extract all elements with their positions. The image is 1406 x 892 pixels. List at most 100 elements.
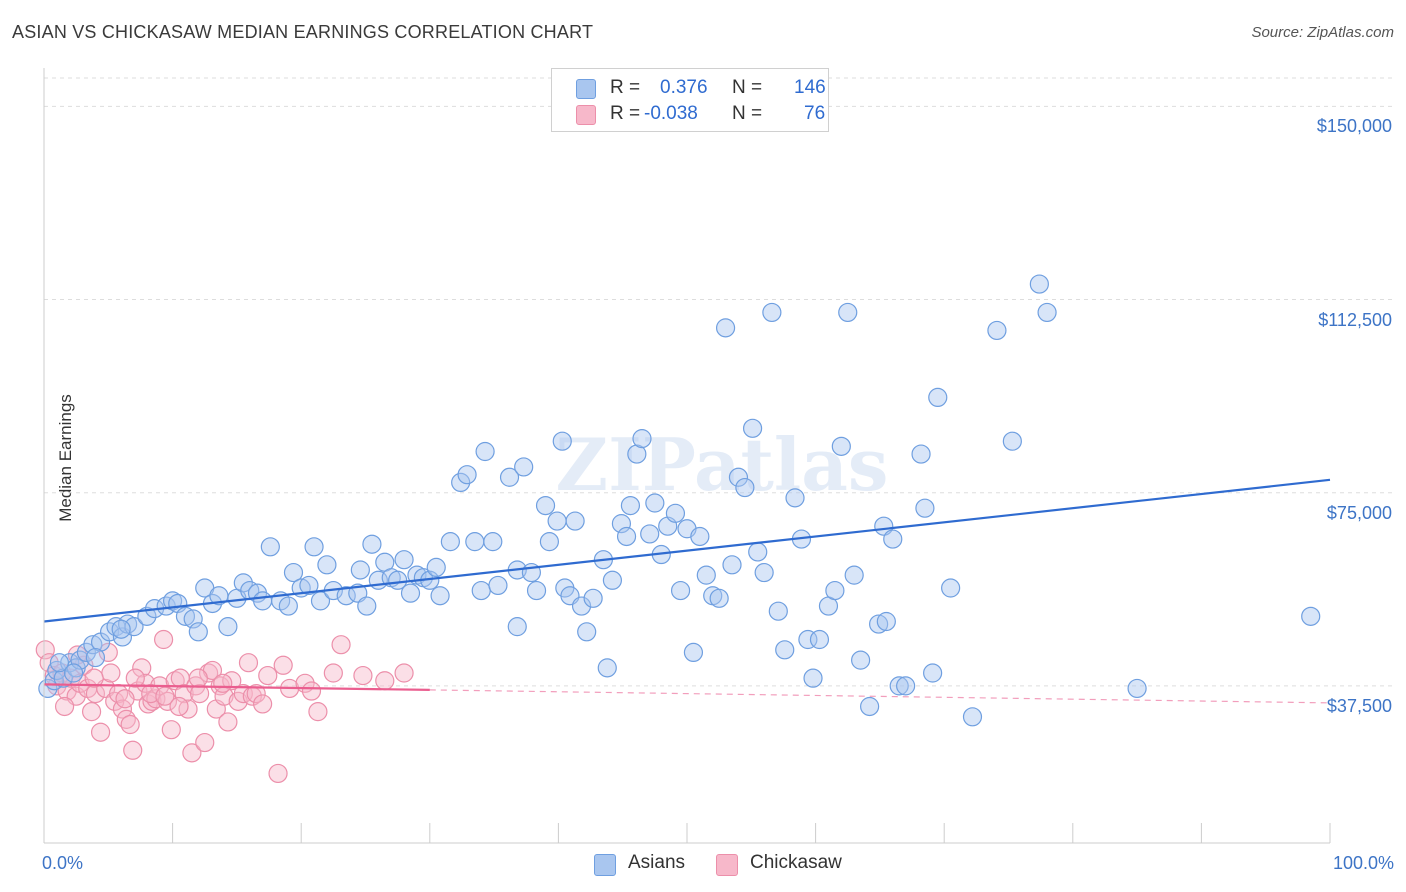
asian-swatch	[594, 854, 616, 876]
asian-point	[163, 591, 183, 611]
asian-point	[665, 503, 686, 523]
asian-point	[577, 622, 597, 642]
asian-swatch	[576, 79, 596, 99]
chart-title: ASIAN VS CHICKASAW MEDIAN EARNINGS CORRE…	[12, 22, 594, 42]
chickasaw-point	[246, 684, 266, 704]
asian-point	[620, 495, 641, 516]
asian-point	[690, 526, 710, 547]
chickasaw-trend-line	[43, 683, 430, 692]
asian-point	[552, 431, 572, 451]
asian-trend-line	[43, 478, 1331, 623]
asian-point	[175, 606, 196, 626]
asian-point	[876, 611, 896, 632]
watermark: ZIPatlas	[556, 422, 889, 507]
asian-point	[709, 588, 729, 608]
asian-point	[825, 580, 845, 601]
chickasaw-point	[135, 673, 156, 693]
legend-label: Asians	[628, 852, 686, 873]
asian-point	[632, 429, 652, 449]
x-tick-label-max: 100.0%	[1332, 853, 1394, 873]
asian-point	[742, 418, 763, 438]
asian-point	[844, 565, 864, 585]
asian-point	[715, 318, 736, 338]
chickasaw-point	[195, 732, 215, 753]
chickasaw-point	[375, 671, 395, 691]
asian-point	[1127, 678, 1147, 699]
asian-point	[838, 302, 858, 323]
asian-point	[451, 472, 471, 493]
chickasaw-point	[182, 743, 202, 763]
n-label: N =	[732, 77, 763, 98]
r-value: 0.376	[660, 77, 708, 98]
n-value: 76	[804, 103, 826, 124]
asian-point	[803, 668, 823, 688]
asian-point	[754, 562, 774, 583]
asian-point	[640, 524, 660, 544]
chickasaw-point	[35, 640, 55, 660]
asian-point	[728, 467, 749, 487]
chickasaw-point	[81, 702, 102, 722]
chickasaw-point	[39, 653, 59, 673]
asian-point	[278, 596, 298, 616]
asian-point	[911, 444, 931, 464]
asian-point	[798, 629, 818, 650]
asian-point	[85, 647, 106, 668]
asian-point	[670, 580, 691, 601]
chickasaw-point	[84, 668, 104, 688]
asian-point	[860, 696, 880, 717]
n-value: 146	[794, 77, 826, 98]
asian-point	[233, 573, 253, 593]
chickasaw-point	[213, 673, 233, 693]
asian-point	[514, 457, 534, 477]
chickasaw-point	[174, 684, 194, 704]
asian-point	[928, 387, 948, 408]
asian-point	[583, 588, 603, 608]
asian-point	[362, 534, 382, 554]
chickasaw-point	[153, 629, 174, 650]
asian-point	[762, 302, 782, 323]
asian-point	[299, 575, 319, 596]
asian-point	[735, 477, 755, 498]
legend-label: Chickasaw	[750, 852, 842, 873]
asian-point	[394, 550, 414, 570]
r-label: R =	[610, 77, 641, 98]
asian-point	[99, 622, 120, 642]
asian-point	[602, 570, 623, 590]
asian-point	[350, 560, 370, 580]
chickasaw-point	[268, 763, 288, 784]
chickasaw-point	[116, 709, 136, 729]
y-tick-label: $112,500	[1318, 309, 1392, 330]
asian-point	[883, 529, 903, 549]
asian-point	[465, 532, 485, 552]
asian-point	[400, 583, 421, 603]
y-tick-label: $37,500	[1326, 695, 1392, 716]
chickasaw-point	[253, 694, 273, 714]
asian-point	[889, 676, 909, 696]
chickasaw-point	[218, 712, 238, 732]
asian-point	[809, 629, 830, 650]
asian-point	[76, 642, 97, 663]
asian-point	[962, 707, 983, 727]
asian-point	[535, 495, 556, 516]
chickasaw-point	[161, 720, 181, 740]
asian-point	[260, 537, 280, 557]
asian-point	[565, 511, 585, 531]
asian-point	[785, 488, 805, 508]
asian-point	[915, 498, 935, 518]
asian-point	[426, 557, 446, 578]
asian-point	[111, 619, 131, 639]
asian-point	[851, 650, 871, 670]
chickasaw-point	[301, 681, 322, 701]
stats-legend: R = 0.376 N = 146 R = -0.038 N = 76	[551, 68, 829, 132]
chickasaw-point	[157, 691, 178, 711]
chickasaw-point	[353, 665, 373, 686]
asian-point	[645, 493, 665, 513]
asian-point	[597, 658, 617, 678]
asian-point	[218, 617, 238, 637]
chickasaw-point	[258, 665, 278, 686]
asian-point	[440, 532, 460, 552]
asian-point	[357, 596, 377, 616]
asian-point	[748, 542, 768, 562]
asian-point	[539, 532, 559, 552]
